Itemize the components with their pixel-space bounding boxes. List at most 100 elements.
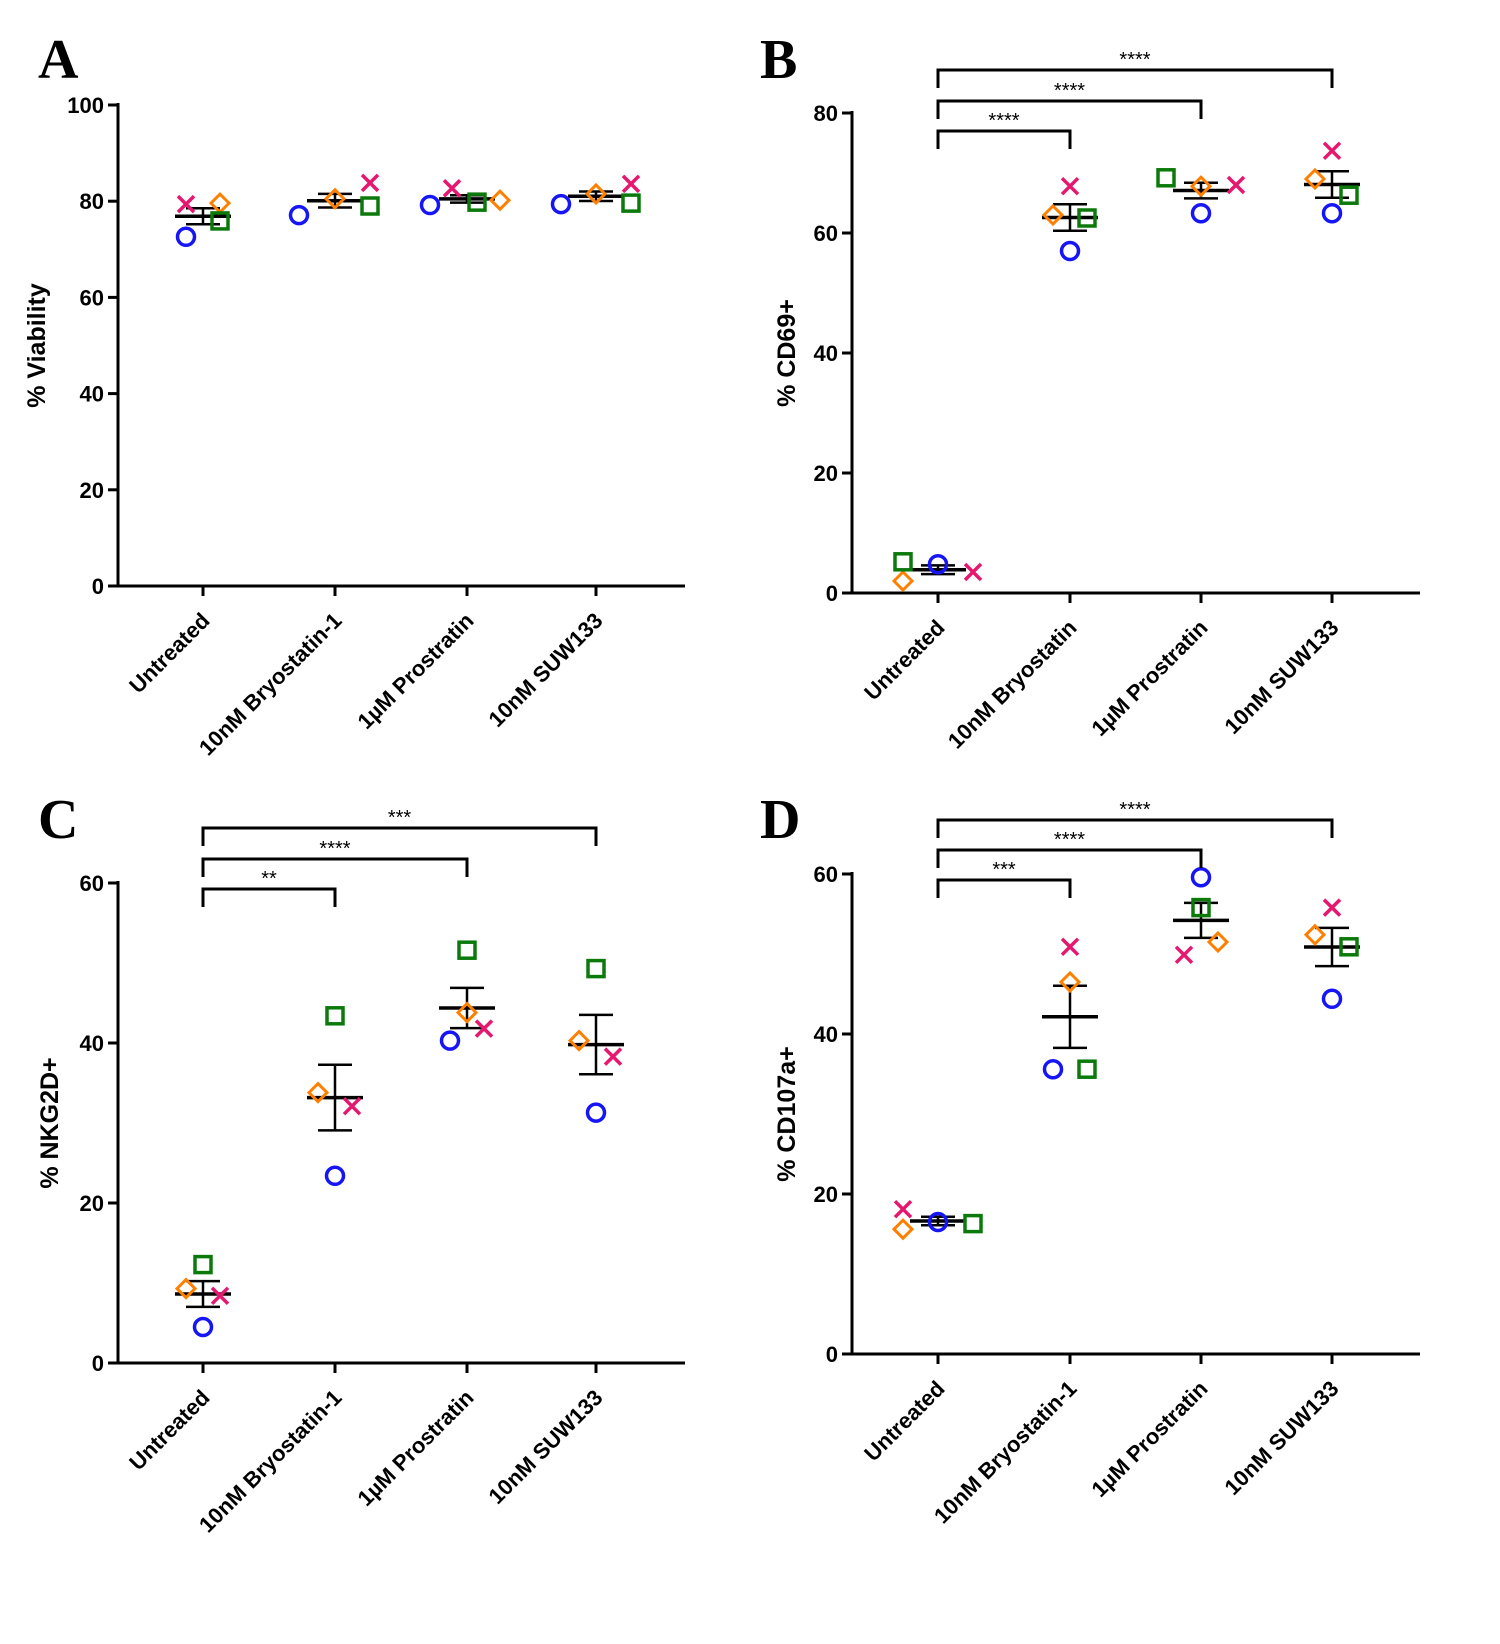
diamond-point	[455, 1001, 479, 1024]
significance-stars: ***	[992, 859, 1016, 881]
x-point	[893, 1199, 913, 1219]
y-axis-title: % CD107a+	[773, 1046, 801, 1182]
significance-stars: ****	[1054, 829, 1085, 851]
y-tick-label: 0	[92, 574, 104, 599]
significance-bracket	[201, 826, 598, 846]
x-point	[1322, 898, 1342, 917]
x-tick-label: 10nM Bryostatin	[943, 615, 1082, 754]
diamond-point	[1189, 175, 1213, 198]
panel-letter: C	[38, 789, 78, 851]
circle-point	[927, 553, 949, 575]
significance-bracket	[201, 887, 337, 907]
square-point	[1339, 937, 1359, 957]
significance-bracket	[936, 818, 1334, 838]
diamond-point	[584, 182, 608, 206]
circle-point	[1042, 1058, 1064, 1080]
circle-point	[1190, 202, 1212, 224]
x-tick-label: 10nM Bryostatin-1	[929, 1376, 1082, 1529]
panel-letter: A	[38, 29, 79, 91]
diamond-point	[323, 187, 347, 210]
significance-bracket	[201, 857, 469, 877]
circle-point	[927, 1211, 949, 1233]
square-point	[457, 940, 477, 960]
square-point	[1191, 897, 1211, 918]
square-point	[467, 192, 487, 212]
y-tick-label: 20	[80, 1191, 104, 1216]
significance-stars: **	[261, 868, 277, 890]
significance-stars: ****	[1119, 49, 1150, 71]
y-tick-label: 60	[80, 285, 104, 310]
significance-bracket	[936, 848, 1203, 868]
square-point	[621, 193, 641, 213]
square-point	[893, 552, 913, 572]
significance-stars: ****	[988, 110, 1019, 132]
x-tick-label: 1µM Prostratin	[352, 608, 478, 734]
diamond-point	[1303, 167, 1327, 191]
x-tick-label: 10nM Bryostatin-1	[194, 608, 347, 761]
y-tick-label: 0	[826, 1342, 838, 1367]
circle-point	[288, 204, 310, 226]
y-axis-title: % CD69+	[773, 299, 801, 407]
y-tick-label: 100	[67, 93, 104, 118]
x-tick-label: 10nM SUW133	[1220, 1376, 1344, 1500]
significance-bracket	[936, 99, 1203, 119]
y-tick-label: 0	[92, 1351, 104, 1376]
y-tick-label: 60	[80, 871, 104, 896]
x-tick-label: 10nM Bryostatin-1	[194, 1385, 347, 1538]
diamond-point	[1206, 930, 1230, 954]
diamond-point	[891, 1218, 915, 1241]
x-tick-label: 10nM SUW133	[484, 1385, 608, 1509]
panel-letter: B	[760, 29, 797, 91]
x-point	[1060, 176, 1080, 196]
panel-letter: D	[760, 789, 800, 851]
significance-stars: ****	[319, 838, 350, 860]
x-tick-label: Untreated	[124, 1385, 214, 1475]
square-point	[360, 196, 380, 216]
circle-point	[324, 1165, 346, 1187]
x-tick-label: 1µM Prostratin	[1086, 615, 1212, 741]
square-point	[1156, 168, 1176, 188]
x-point	[474, 1019, 494, 1038]
x-tick-label: 10nM SUW133	[484, 608, 608, 732]
circle-point	[1321, 202, 1343, 224]
x-point	[210, 1286, 230, 1306]
x-point	[603, 1047, 623, 1066]
y-tick-label: 20	[80, 478, 104, 503]
square-point	[1077, 1059, 1097, 1079]
y-tick-label: 40	[814, 341, 838, 366]
y-tick-label: 40	[80, 382, 104, 407]
significance-bracket	[936, 129, 1072, 149]
significance-stars: ****	[1119, 799, 1150, 821]
diamond-point	[488, 189, 512, 212]
significance-stars: ****	[1054, 80, 1085, 102]
circle-point	[439, 1030, 461, 1051]
y-tick-label: 60	[814, 862, 838, 887]
circle-point	[1059, 240, 1081, 262]
significance-bracket	[936, 878, 1072, 898]
x-point	[360, 173, 380, 193]
x-tick-label: 1µM Prostratin	[352, 1385, 478, 1511]
x-point	[1322, 141, 1342, 161]
x-point	[621, 174, 641, 194]
diamond-point	[1041, 203, 1065, 227]
diamond-point	[567, 1029, 591, 1052]
y-tick-label: 80	[80, 189, 104, 214]
square-point	[586, 958, 606, 979]
x-tick-label: 1µM Prostratin	[1086, 1376, 1212, 1502]
x-tick-label: Untreated	[859, 615, 949, 705]
x-point	[176, 194, 196, 214]
x-point	[342, 1096, 362, 1116]
x-point	[1226, 175, 1246, 195]
x-point	[1060, 937, 1080, 957]
x-tick-label: 10nM SUW133	[1220, 615, 1344, 739]
square-point	[1077, 208, 1097, 228]
diamond-point	[891, 569, 915, 593]
y-axis-title: % NKG2D+	[36, 1057, 64, 1188]
y-tick-label: 40	[814, 1022, 838, 1047]
significance-bracket	[936, 68, 1334, 88]
circle-point	[419, 194, 441, 216]
